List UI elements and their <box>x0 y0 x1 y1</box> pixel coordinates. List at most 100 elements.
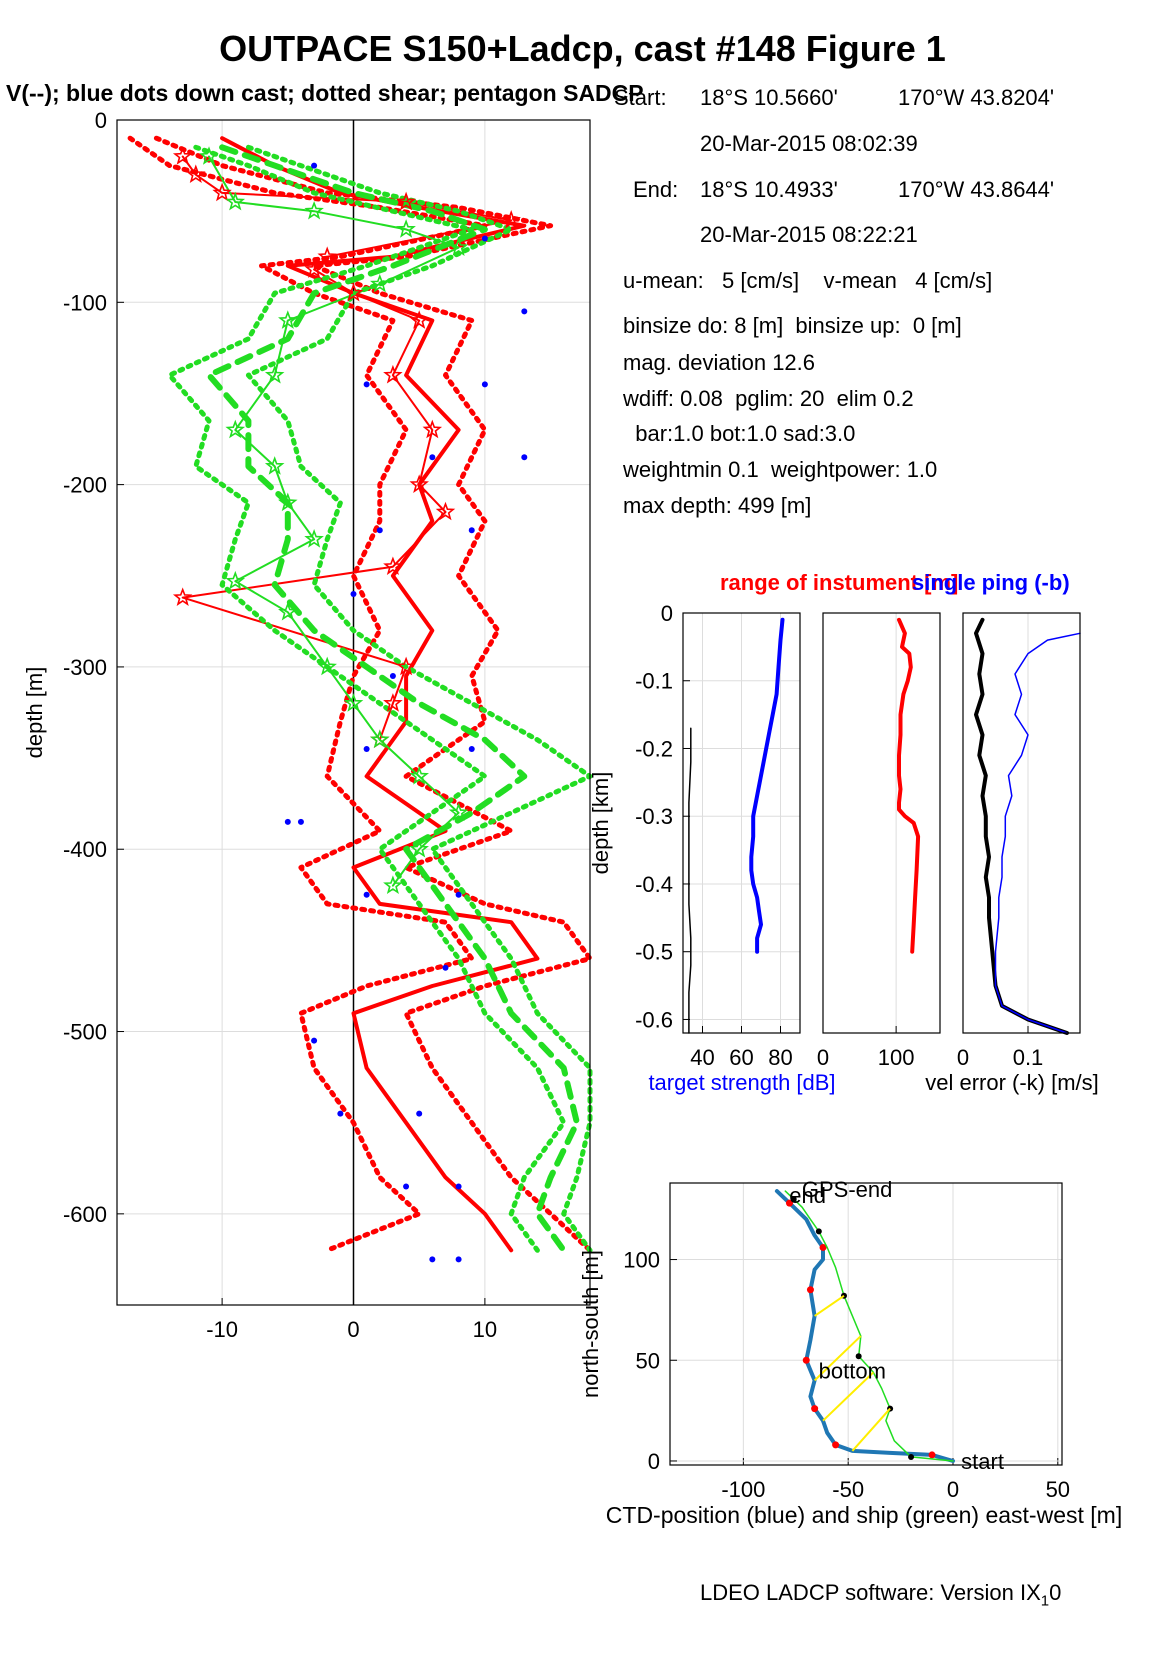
y-tick-label: 100 <box>623 1248 660 1273</box>
y-tick-label: 0 <box>648 1449 660 1474</box>
x-tick-label: 50 <box>1046 1477 1070 1502</box>
x-tick-label: 0 <box>347 1317 359 1342</box>
info-end-time: 20-Mar-2015 08:22:21 <box>700 222 918 247</box>
range-title: range of instument [m] <box>720 570 958 595</box>
series-star-marker <box>409 474 429 493</box>
ctd-marker <box>802 1356 810 1364</box>
down-cast-dot <box>455 891 462 898</box>
series-star-marker <box>304 259 324 278</box>
down-cast-dot <box>297 818 304 825</box>
info-start-label: Start: <box>614 85 667 110</box>
axes-frame-velocity-profile <box>116 119 591 1306</box>
y-tick-label: 0 <box>95 108 107 133</box>
y-tick-label: 0 <box>661 601 673 626</box>
down-cast-dot <box>429 1256 436 1263</box>
ship-marker <box>855 1353 862 1360</box>
info-binsize: binsize do: 8 [m] binsize up: 0 [m] <box>623 313 962 338</box>
series-line-velocity-profile-5 <box>245 144 593 1253</box>
axes-frame-ctd-position <box>669 1182 1063 1466</box>
y-tick-label: -0.6 <box>635 1007 673 1032</box>
position-label-bottom: bottom <box>819 1358 886 1383</box>
x-tick-label: 0 <box>947 1477 959 1502</box>
info-start-lon: 170°W 43.8204' <box>898 85 1055 110</box>
series-star-marker <box>225 570 246 590</box>
info-bar: bar:1.0 bot:1.0 sad:3.0 <box>623 421 856 446</box>
series-star-marker <box>448 802 469 822</box>
series-star-marker <box>199 146 219 165</box>
series-star-marker <box>317 656 337 676</box>
down-cast-dot <box>481 235 488 242</box>
x-tick-label: -10 <box>206 1317 238 1342</box>
series-star-marker <box>409 766 429 785</box>
series-line-velocity-profile-7 <box>208 155 460 887</box>
position-label-start: start <box>961 1449 1004 1474</box>
vel-error-label: vel error (-k) [m/s] <box>925 1070 1099 1095</box>
ship-marker <box>790 1196 797 1203</box>
series-star-marker <box>212 182 232 202</box>
down-cast-dot <box>389 673 396 680</box>
series-star-marker <box>396 219 416 238</box>
series-star-marker <box>396 656 416 676</box>
down-cast-dot <box>521 454 528 461</box>
down-cast-dot <box>311 162 318 169</box>
series-star-marker <box>409 838 429 858</box>
info-start-lat: 18°S 10.5660' <box>700 85 838 110</box>
info-wdiff: wdiff: 0.08 pglim: 20 elim 0.2 <box>623 386 914 411</box>
series-line-range-of-instrument-0 <box>897 617 921 954</box>
series-star-marker <box>278 492 298 512</box>
info-max-depth: max depth: 499 [m] <box>623 493 812 518</box>
series-star-marker <box>172 146 193 165</box>
series-star-marker <box>172 587 193 606</box>
series-star-marker <box>370 729 390 749</box>
series-line-vel-error-0 <box>974 617 1069 1035</box>
y-tick-label: -0.3 <box>635 804 673 829</box>
y-tick-label: -500 <box>63 1020 107 1045</box>
down-cast-dot <box>442 964 449 971</box>
down-cast-dot <box>403 1183 410 1190</box>
ctd-marker <box>819 1243 827 1251</box>
x-tick-label: -50 <box>832 1477 864 1502</box>
info-end-lon: 170°W 43.8644' <box>898 177 1055 202</box>
down-cast-dot <box>363 745 370 752</box>
series-line-velocity-profile-3 <box>181 155 513 741</box>
series-star-marker <box>383 364 403 384</box>
down-cast-dot <box>363 891 370 898</box>
axes-frame-range-of-instrument <box>822 612 941 1034</box>
target-strength-label: target strength [dB] <box>648 1070 835 1095</box>
figure-subtitle: V(--); blue dots down cast; dotted shear… <box>6 80 644 106</box>
y-tick-label: -100 <box>63 290 107 315</box>
info-weight: weightmin 0.1 weightpower: 1.0 <box>623 457 938 482</box>
ctd-ship-connector <box>814 1294 845 1317</box>
series-star-marker <box>225 191 246 211</box>
down-cast-dot <box>416 1110 423 1117</box>
series-star-marker <box>225 419 246 439</box>
series-line-velocity-profile-4 <box>167 144 567 1253</box>
ctd-marker <box>928 1451 936 1459</box>
series-line-velocity-profile-6 <box>206 144 580 1254</box>
down-cast-dot <box>376 527 383 534</box>
series-line-ctd-position-0 <box>774 1189 955 1463</box>
ship-marker <box>908 1453 915 1460</box>
y-tick-label: -0.4 <box>635 872 673 897</box>
axes-frame-vel-error <box>962 612 1081 1034</box>
series-star-marker <box>278 601 298 621</box>
x-tick-label: 100 <box>878 1045 915 1070</box>
ctd-marker <box>811 1405 819 1413</box>
series-line-vel-error-1 <box>994 632 1081 1034</box>
ctd-ship-connector <box>822 1371 875 1422</box>
figure-title: OUTPACE S150+Ladcp, cast #148 Figure 1 <box>219 28 946 69</box>
x-tick-label: 0.1 <box>1013 1045 1044 1070</box>
series-line-target-strength-1 <box>688 727 692 1034</box>
panel-range-of-instrument <box>822 612 941 1034</box>
y-tick-label: -400 <box>63 837 107 862</box>
y-axis-label: depth [km] <box>588 772 613 875</box>
series-line-velocity-profile-2 <box>127 135 488 1253</box>
y-tick-label: -600 <box>63 1202 107 1227</box>
position-label-GPS-end: GPS-end <box>802 1177 893 1202</box>
down-cast-dot <box>337 1110 344 1117</box>
down-cast-dot <box>429 454 436 461</box>
down-cast-dot <box>350 591 357 597</box>
series-star-marker <box>370 273 390 293</box>
y-axis-label: north-south [m] <box>578 1250 603 1398</box>
